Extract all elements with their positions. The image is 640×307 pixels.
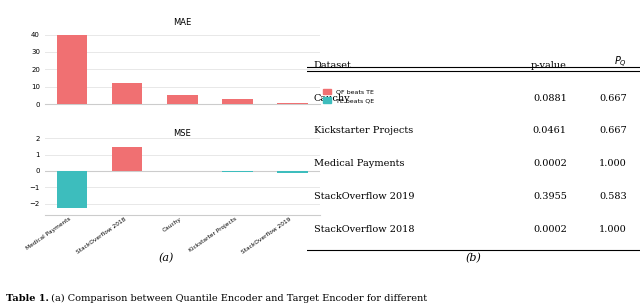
Text: 0.3955: 0.3955: [533, 192, 567, 201]
Text: 0.0881: 0.0881: [533, 94, 567, 103]
Text: StackOverflow 2018: StackOverflow 2018: [314, 224, 414, 234]
Legend: QF beats TE, TE beats QE: QF beats TE, TE beats QE: [323, 89, 374, 103]
Bar: [222, 99, 253, 104]
Text: Kickstarter Projects: Kickstarter Projects: [314, 126, 413, 135]
Bar: [112, 147, 143, 171]
Text: 0.0461: 0.0461: [532, 126, 567, 135]
Bar: [277, 171, 308, 173]
Text: (b): (b): [466, 253, 481, 263]
Title: MAE: MAE: [173, 18, 191, 27]
Title: MSE: MSE: [173, 129, 191, 138]
Text: Table 1.: Table 1.: [6, 294, 49, 303]
Text: 0.667: 0.667: [599, 126, 627, 135]
Text: p-value: p-value: [531, 61, 567, 70]
Text: 0.667: 0.667: [599, 94, 627, 103]
Bar: [222, 171, 253, 172]
Bar: [112, 83, 143, 104]
Text: Cauchy: Cauchy: [314, 94, 351, 103]
Text: StackOverflow 2019: StackOverflow 2019: [314, 192, 414, 201]
Text: 0.0002: 0.0002: [533, 159, 567, 168]
Text: 0.0002: 0.0002: [533, 224, 567, 234]
Bar: [57, 171, 88, 208]
Text: 1.000: 1.000: [599, 224, 627, 234]
Bar: [277, 103, 308, 104]
Text: 0.583: 0.583: [599, 192, 627, 201]
Text: (a) Comparison between Quantile Encoder and Target Encoder for different: (a) Comparison between Quantile Encoder …: [48, 294, 427, 303]
Text: Medical Payments: Medical Payments: [314, 159, 404, 168]
Text: (a): (a): [159, 253, 174, 263]
Text: 1.000: 1.000: [599, 159, 627, 168]
Text: Dataset: Dataset: [314, 61, 352, 70]
Text: $P_Q$: $P_Q$: [614, 55, 627, 70]
Bar: [167, 95, 198, 104]
Bar: [57, 35, 88, 104]
